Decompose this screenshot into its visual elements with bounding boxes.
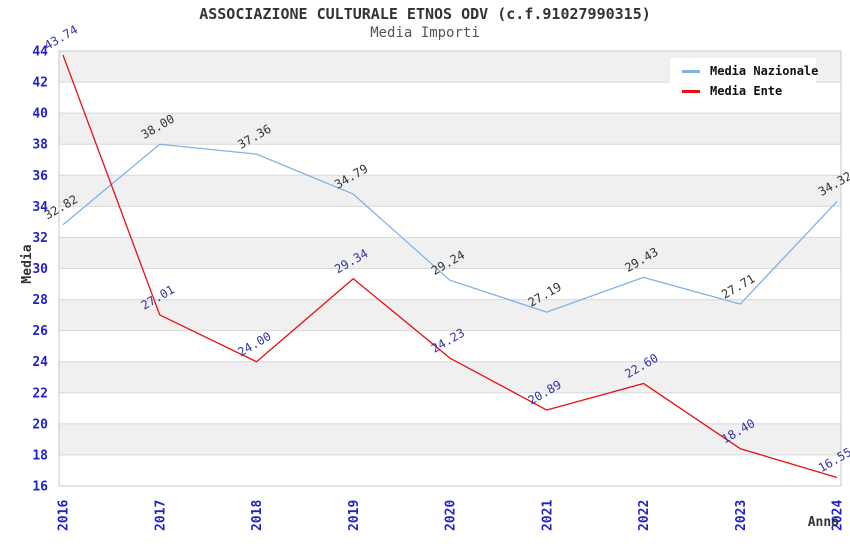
media-ente-swatch-icon (682, 89, 700, 93)
x-tick-label: 2020 (444, 500, 459, 531)
x-tick-label: 2017 (153, 500, 168, 531)
grid-band (59, 175, 841, 207)
y-tick-label: 24 (32, 355, 48, 370)
x-tick-label: 2019 (347, 500, 362, 531)
plot-area-border (58, 50, 842, 487)
x-tick-label: 2018 (250, 500, 265, 531)
media-nazionale-swatch-icon (682, 69, 700, 73)
y-tick-label: 16 (32, 480, 48, 495)
media-ente-data-label: 43.74 (42, 22, 80, 52)
media-ente-line (62, 54, 838, 479)
legend-item-media-ente[interactable]: Media Ente (670, 81, 816, 101)
y-tick-label: 40 (32, 107, 48, 122)
x-tick-label: 2016 (57, 500, 72, 531)
y-tick-label: 28 (32, 293, 48, 308)
y-tick-label: 42 (32, 76, 48, 91)
y-tick-label: 22 (32, 386, 48, 401)
legend-label: Media Nazionale (710, 64, 819, 78)
y-tick-label: 38 (32, 138, 48, 153)
y-tick-label: 32 (32, 231, 48, 246)
y-tick-label: 18 (32, 448, 48, 463)
x-tick-label: 2024 (831, 500, 846, 531)
chart-legend: Media Nazionale Media Ente (670, 58, 819, 105)
grid-band (59, 361, 841, 393)
grid-band (59, 237, 841, 269)
page-title: ASSOCIAZIONE CULTURALE ETNOS ODV (c.f.91… (199, 5, 651, 23)
y-tick-label: 34 (32, 200, 48, 215)
x-axis-title: Anno (808, 515, 839, 530)
legend-label: Media Ente (710, 84, 783, 98)
x-tick-label: 2022 (637, 500, 652, 531)
grid-band (59, 299, 841, 331)
media-nazionale-line (62, 143, 838, 313)
chart-subtitle: Media Importi (370, 25, 480, 41)
media-nazionale-data-label: 27.71 (719, 272, 757, 302)
y-axis-title: Media (20, 244, 35, 283)
y-tick-label: 20 (32, 417, 48, 432)
y-tick-label: 26 (32, 324, 48, 339)
y-tick-label: 44 (32, 45, 48, 60)
y-tick-label: 30 (32, 262, 48, 277)
legend-item-media-nazionale[interactable]: Media Nazionale (670, 61, 819, 81)
media-ente-data-label: 24.00 (235, 329, 273, 359)
x-tick-label: 2023 (734, 500, 749, 531)
x-tick-label: 2021 (540, 500, 555, 531)
grid-band (59, 113, 841, 145)
y-tick-label: 36 (32, 169, 48, 184)
